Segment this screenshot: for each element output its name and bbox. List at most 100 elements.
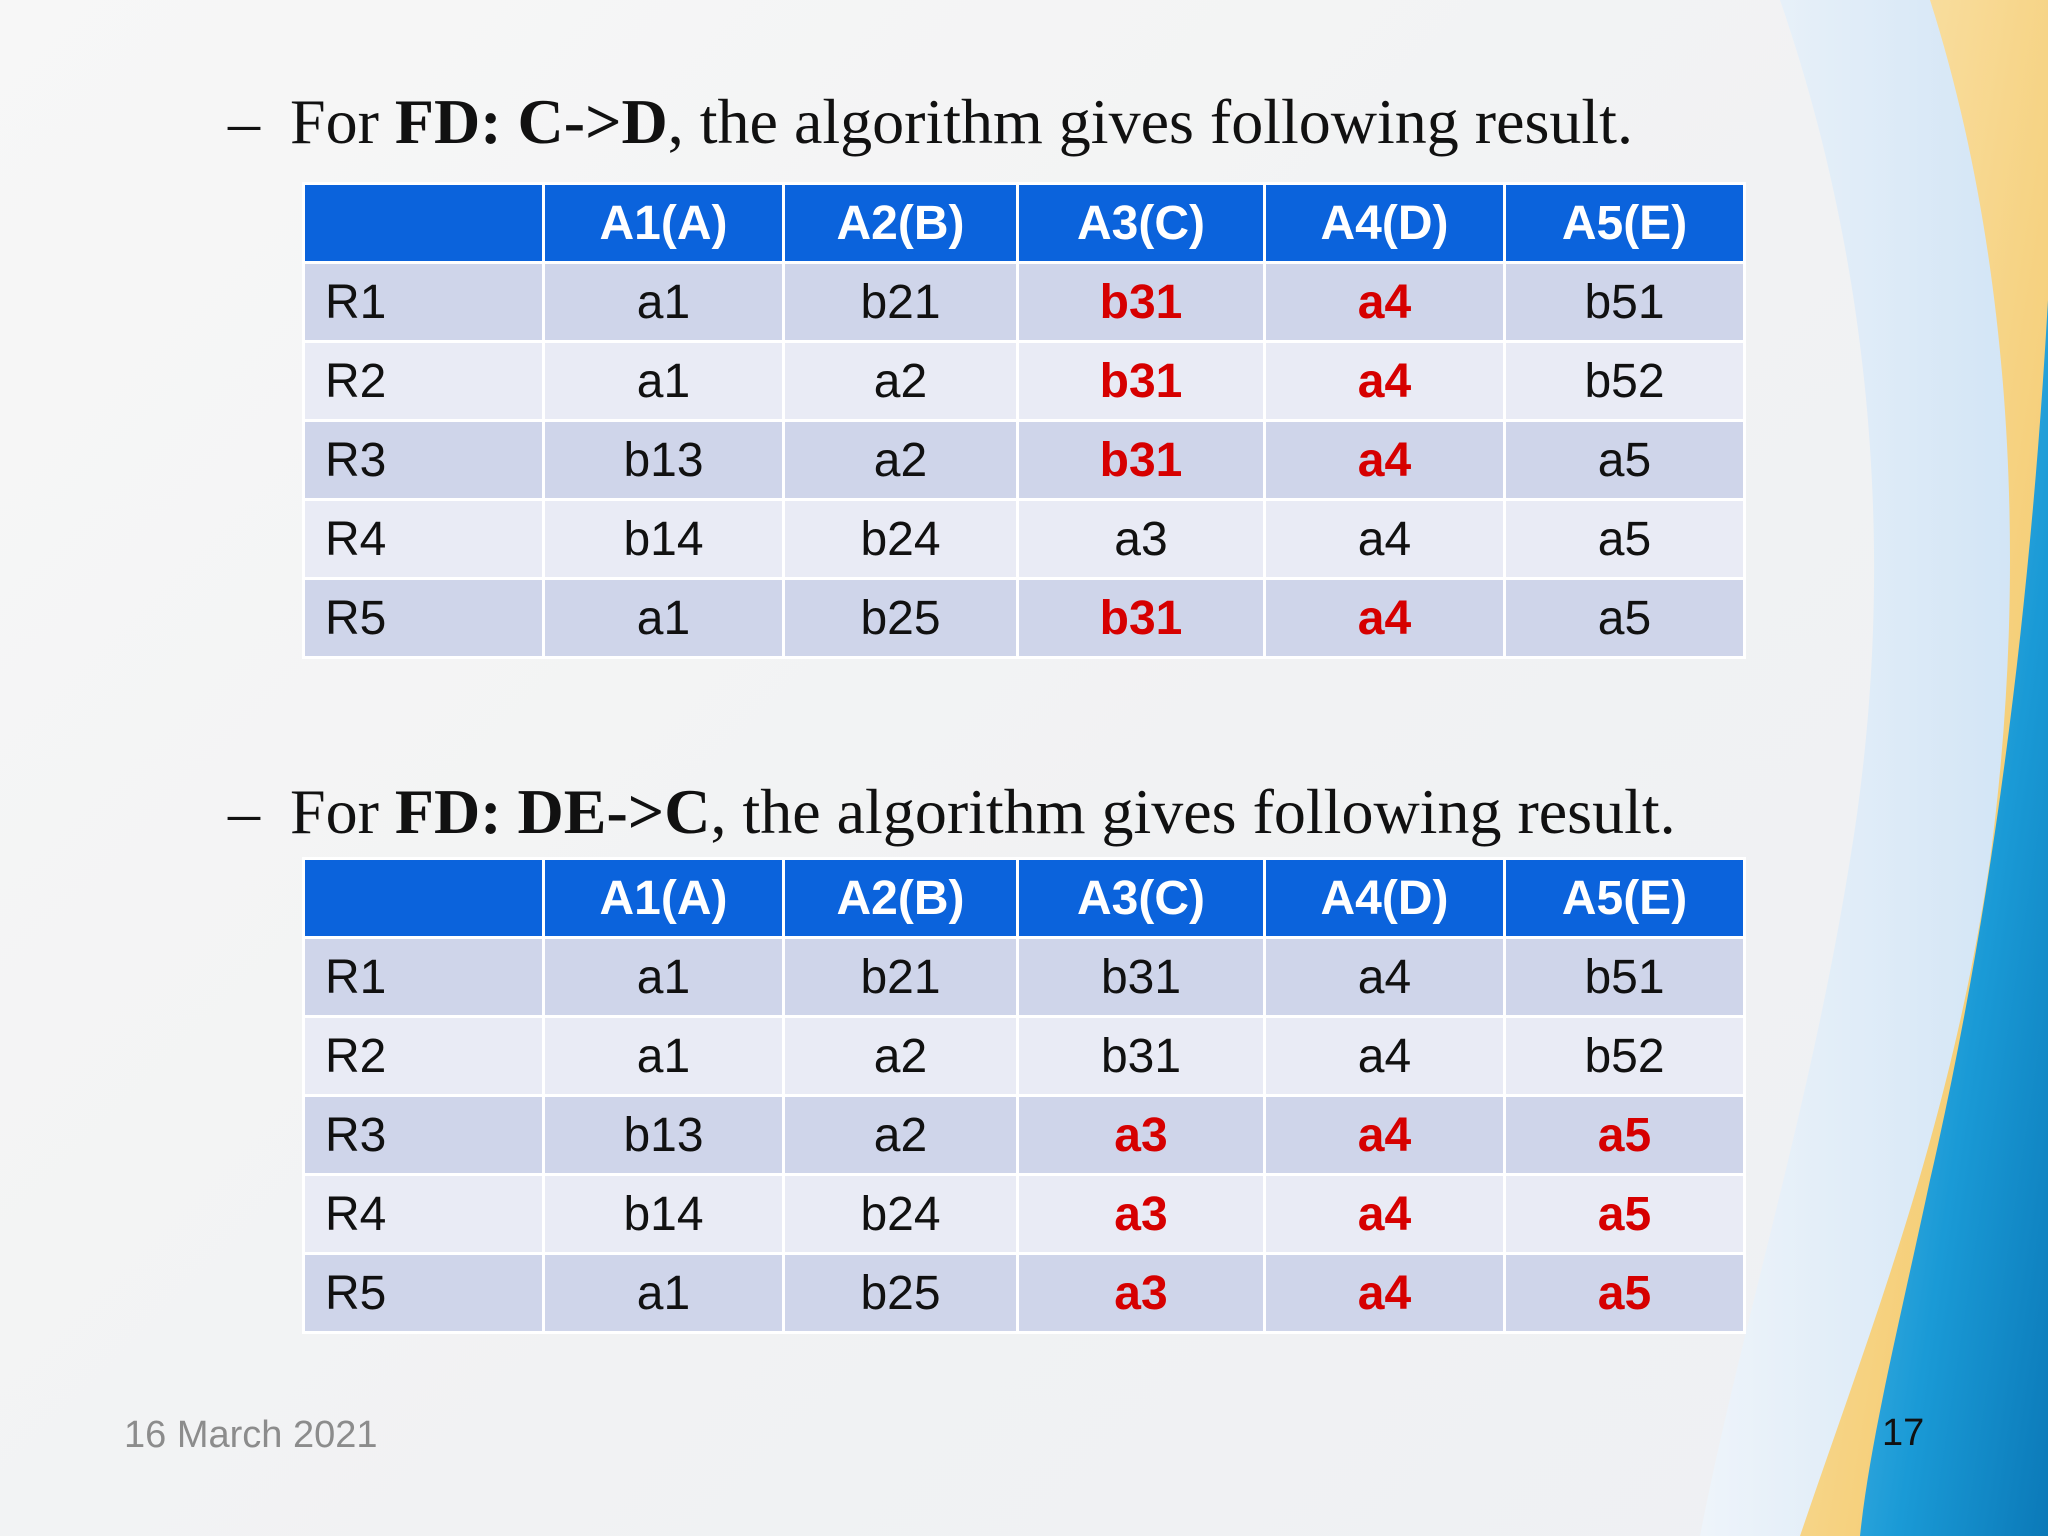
table-cell: a4 [1263,936,1506,1018]
heading-prefix: For [290,86,395,157]
page-number: 17 [1882,1412,1925,1454]
table-cell: b13 [542,1094,785,1176]
table-header-row: A1(A) A2(B) A3(C) A4(D) A5(E) [302,182,1746,264]
column-header: A2(B) [782,857,1019,939]
table-cell: b13 [542,419,785,501]
table-cell: b25 [782,577,1019,659]
table-cell: b31 [1016,340,1266,422]
column-header: A5(E) [1503,182,1746,264]
column-header: A1(A) [542,182,785,264]
result-table-2: A1(A) A2(B) A3(C) A4(D) A5(E) R1 a1 b21 b31 a4 b5… [302,857,1746,1334]
section2-heading-text: For FD: DE->C, the algorithm gives follo… [290,780,1676,844]
table-cell: b31 [1016,577,1266,659]
column-header: A4(D) [1263,857,1506,939]
header-corner-cell [302,857,545,939]
table-cell: a4 [1263,1094,1506,1176]
table-cell: b24 [782,498,1019,580]
section1-heading-text: For FD: C->D, the algorithm gives follow… [290,90,1633,154]
table-cell: b31 [1016,261,1266,343]
table-cell: b31 [1016,936,1266,1018]
table-cell: a3 [1016,1252,1266,1334]
table-cell: a2 [782,1094,1019,1176]
table-cell: b21 [782,936,1019,1018]
table-cell: a3 [1016,1094,1266,1176]
table-cell: a4 [1263,419,1506,501]
row-label: R3 [302,1094,545,1176]
table-row: R3 b13 a2 b31 a4 a5 [302,419,1746,501]
header-corner-cell [302,182,545,264]
table-cell: a4 [1263,498,1506,580]
table-row: R4 b14 b24 a3 a4 a5 [302,1173,1746,1255]
table-cell: a4 [1263,1015,1506,1097]
fd-label: FD: C->D [394,86,668,157]
table-cell: b24 [782,1173,1019,1255]
table-cell: b14 [542,498,785,580]
row-label: R2 [302,340,545,422]
table-cell: a1 [542,936,785,1018]
table-row: R1 a1 b21 b31 a4 b51 [302,261,1746,343]
table-cell: a2 [782,419,1019,501]
table-cell: a3 [1016,498,1266,580]
table-cell: b21 [782,261,1019,343]
bullet-dash: – [228,776,260,847]
table-cell: a1 [542,577,785,659]
table-header-row: A1(A) A2(B) A3(C) A4(D) A5(E) [302,857,1746,939]
table-cell: b14 [542,1173,785,1255]
table-row: R2 a1 a2 b31 a4 b52 [302,340,1746,422]
column-header: A1(A) [542,857,785,939]
bullet-dash: – [228,86,260,157]
table-row: R1 a1 b21 b31 a4 b51 [302,936,1746,1018]
row-label: R2 [302,1015,545,1097]
fd-label: FD: DE->C [394,776,711,847]
table-cell: a5 [1503,419,1746,501]
table-cell: b31 [1016,419,1266,501]
table-cell: a2 [782,1015,1019,1097]
table-cell: a1 [542,261,785,343]
row-label: R5 [302,577,545,659]
table-cell: a5 [1503,1173,1746,1255]
footer-date: 16 March 2021 [124,1414,378,1456]
row-label: R3 [302,419,545,501]
table-row: R3 b13 a2 a3 a4 a5 [302,1094,1746,1176]
table-cell: a2 [782,340,1019,422]
table-row: R5 a1 b25 b31 a4 a5 [302,577,1746,659]
row-label: R4 [302,1173,545,1255]
heading-prefix: For [290,776,395,847]
table-row: R4 b14 b24 a3 a4 a5 [302,498,1746,580]
row-label: R5 [302,1252,545,1334]
table-cell: a4 [1263,577,1506,659]
heading-suffix: , the algorithm gives following result. [710,776,1676,847]
table-cell: a5 [1503,577,1746,659]
table-cell: b31 [1016,1015,1266,1097]
row-label: R4 [302,498,545,580]
table-cell: a5 [1503,1094,1746,1176]
heading-suffix: , the algorithm gives following result. [667,86,1633,157]
table-cell: a5 [1503,498,1746,580]
table-cell: b51 [1503,936,1746,1018]
column-header: A3(C) [1016,857,1266,939]
table-row: R5 a1 b25 a3 a4 a5 [302,1252,1746,1334]
result-table-1: A1(A) A2(B) A3(C) A4(D) A5(E) R1 a1 b21 b31 a4 b5… [302,182,1746,659]
table-cell: b52 [1503,340,1746,422]
table-cell: b52 [1503,1015,1746,1097]
table-cell: b25 [782,1252,1019,1334]
wave-blue [1860,300,2048,1536]
table-cell: a4 [1263,1252,1506,1334]
table-cell: a1 [542,1252,785,1334]
row-label: R1 [302,936,545,1018]
table-cell: b51 [1503,261,1746,343]
table-cell: a3 [1016,1173,1266,1255]
table-cell: a4 [1263,1173,1506,1255]
table-cell: a4 [1263,261,1506,343]
row-label: R1 [302,261,545,343]
column-header: A4(D) [1263,182,1506,264]
table-cell: a4 [1263,340,1506,422]
column-header: A5(E) [1503,857,1746,939]
table-cell: a1 [542,1015,785,1097]
column-header: A3(C) [1016,182,1266,264]
table-cell: a1 [542,340,785,422]
column-header: A2(B) [782,182,1019,264]
table-cell: a5 [1503,1252,1746,1334]
table-row: R2 a1 a2 b31 a4 b52 [302,1015,1746,1097]
